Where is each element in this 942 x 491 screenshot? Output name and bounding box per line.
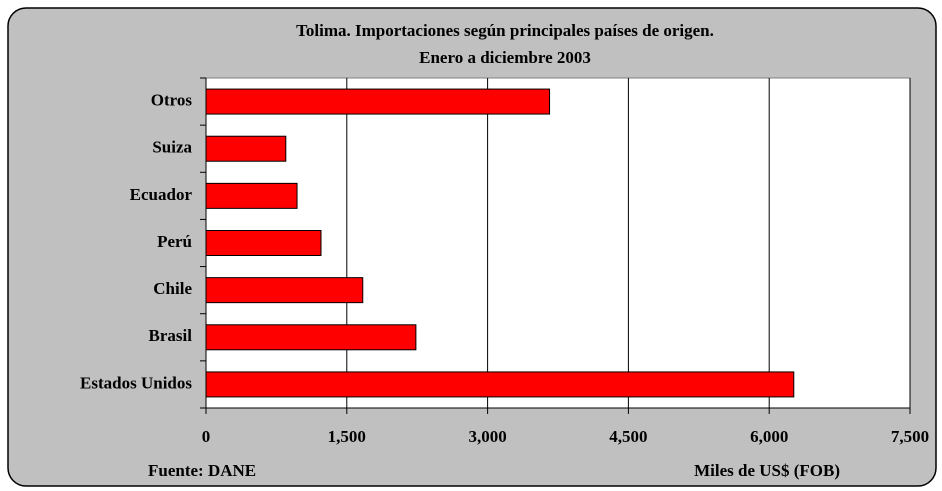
x-tick-label: 1,500 [328,427,366,446]
y-tick-label: Ecuador [130,185,193,204]
source-note: Fuente: DANE [148,461,256,480]
bar [205,182,298,209]
bar [205,135,287,162]
x-tick-label: 7,500 [891,427,929,446]
y-tick-label: Suiza [152,138,192,157]
x-axis-label: Miles de US$ (FOB) [694,461,840,480]
bar [205,230,322,256]
x-tick-label: 3,000 [468,427,506,446]
x-tick-label: 4,500 [609,427,647,446]
plot-area [205,77,911,409]
bar [205,277,364,304]
x-tick-label: 0 [202,427,211,446]
bar [205,88,551,115]
y-tick-label: Brasil [149,326,193,345]
chart-subtitle: Enero a diciembre 2003 [419,48,591,67]
bar [205,371,795,398]
chart-title: Tolima. Importaciones según principales … [296,21,714,40]
bar [205,324,417,351]
y-tick-label: Chile [153,279,192,298]
y-tick-label: Perú [157,232,192,251]
y-tick-label: Otros [151,90,193,109]
y-tick-label: Estados Unidos [80,373,192,392]
x-tick-label: 6,000 [750,427,788,446]
